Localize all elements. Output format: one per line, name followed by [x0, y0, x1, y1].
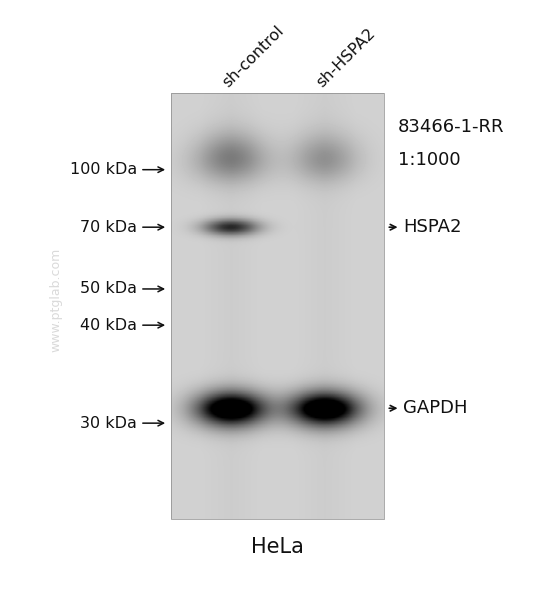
Bar [171, 93, 384, 519]
Text: 50 kDa: 50 kDa [80, 281, 137, 296]
Text: 100 kDa: 100 kDa [70, 162, 137, 177]
Text: HeLa: HeLa [251, 537, 304, 557]
Text: 70 kDa: 70 kDa [80, 220, 137, 235]
Text: 83466-1-RR: 83466-1-RR [398, 118, 504, 136]
Text: 1:1000: 1:1000 [398, 151, 460, 169]
Text: GAPDH: GAPDH [403, 399, 468, 417]
Text: www.ptglab.com: www.ptglab.com [49, 248, 63, 352]
Text: HSPA2: HSPA2 [403, 218, 461, 236]
Text: 40 kDa: 40 kDa [80, 317, 137, 332]
Text: sh-control: sh-control [220, 23, 287, 90]
Text: 30 kDa: 30 kDa [80, 416, 137, 431]
Text: sh-HSPA2: sh-HSPA2 [314, 25, 378, 90]
